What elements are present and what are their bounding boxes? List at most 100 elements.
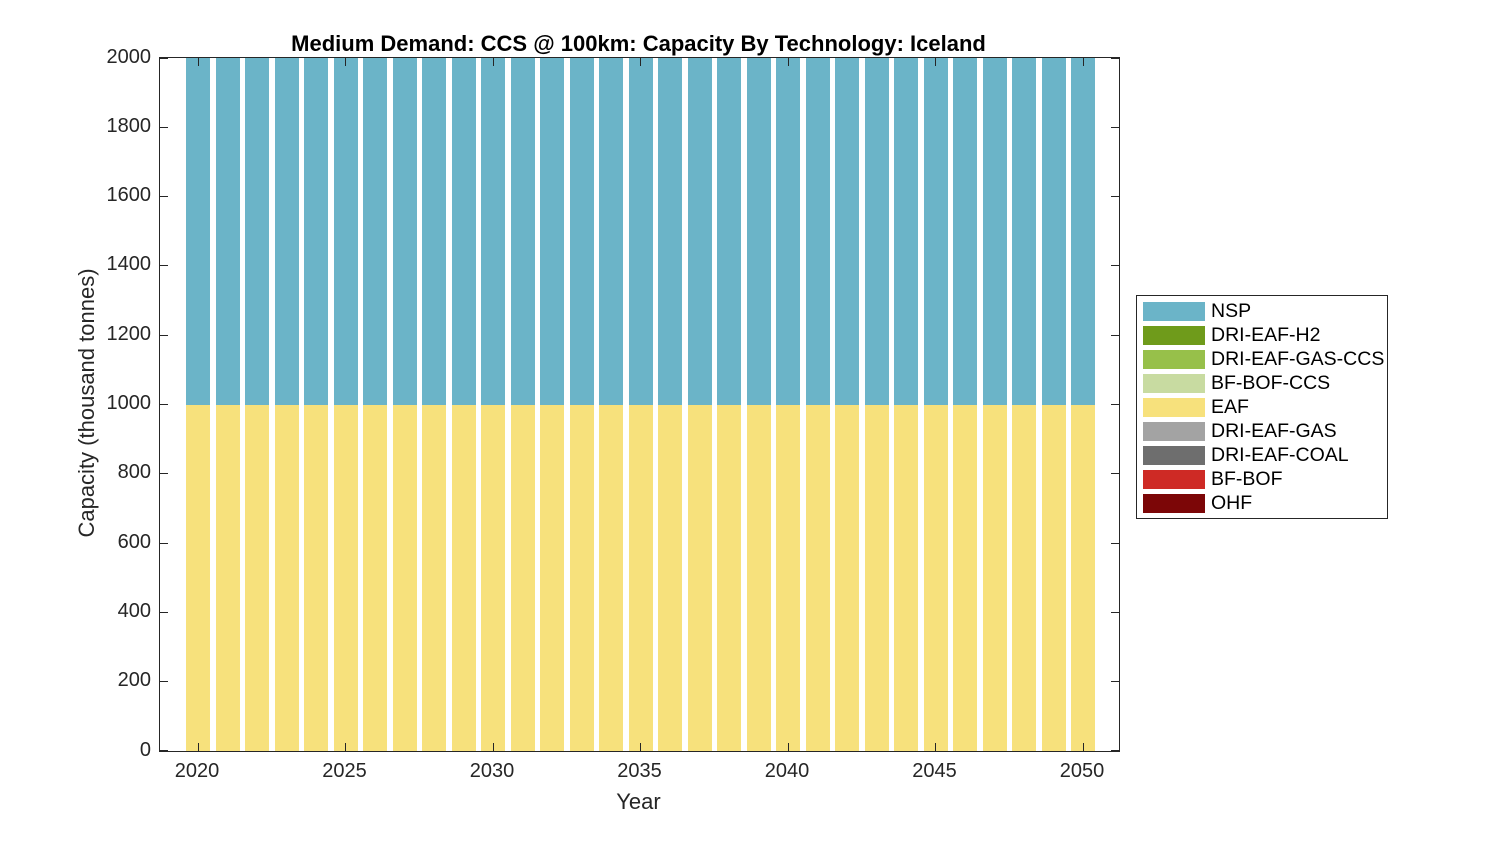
y-tick-label: 1000: [106, 392, 152, 414]
plot-area: [159, 57, 1120, 752]
y-tick-label: 1600: [106, 184, 152, 207]
bar-segment-eaf: [304, 404, 328, 751]
y-tick-label: 200: [117, 669, 151, 692]
y-tick-label: 1400: [106, 253, 152, 276]
tick-mark: [160, 681, 168, 683]
bar-2026: [363, 58, 387, 751]
bar-2029: [451, 58, 476, 751]
tick-mark: [160, 542, 168, 544]
legend-label: BF-BOF: [1211, 467, 1283, 490]
bar-2031: [510, 58, 535, 751]
bar-segment-eaf: [687, 404, 712, 751]
bar-segment-nsp: [864, 58, 889, 405]
bar-segment-nsp: [628, 58, 653, 405]
bar-2023: [274, 58, 299, 751]
legend-swatch: [1143, 301, 1205, 321]
bar-segment-nsp: [982, 58, 1007, 405]
tick-mark: [345, 58, 346, 66]
bar-2048: [1012, 58, 1036, 751]
x-tick-label: 2040: [764, 760, 810, 782]
bar-segment-nsp: [304, 58, 328, 405]
tick-mark: [787, 743, 789, 751]
bar-segment-nsp: [776, 58, 800, 405]
bar-2025: [333, 58, 358, 751]
bar-segment-eaf: [569, 404, 594, 751]
tick-mark: [160, 196, 168, 198]
legend-label: DRI-EAF-H2: [1211, 323, 1321, 346]
legend-label: BF-BOF-CCS: [1211, 371, 1331, 394]
bar-2033: [569, 58, 594, 751]
bar-2047: [982, 58, 1007, 751]
bar-segment-nsp: [363, 58, 387, 405]
y-tick-label: 1200: [106, 322, 152, 345]
bar-segment-nsp: [451, 58, 476, 405]
tick-mark: [1111, 681, 1119, 683]
tick-mark: [935, 743, 936, 751]
bar-segment-eaf: [894, 404, 918, 751]
bar-segment-nsp: [746, 58, 771, 405]
tick-mark: [1082, 743, 1084, 751]
bar-segment-nsp: [923, 58, 948, 405]
bar-2042: [835, 58, 859, 751]
bar-2036: [658, 58, 682, 751]
bar-2038: [717, 58, 741, 751]
tick-mark: [640, 743, 641, 751]
bar-segment-eaf: [392, 404, 417, 751]
tick-mark: [1111, 196, 1119, 198]
bar-segment-eaf: [422, 404, 446, 751]
bar-segment-eaf: [923, 404, 948, 751]
bar-2050: [1071, 58, 1095, 751]
bar-2041: [805, 58, 830, 751]
bar-2049: [1041, 58, 1066, 751]
tick-mark: [1082, 58, 1084, 66]
y-tick-label: 0: [139, 738, 151, 761]
y-tick-label: 2000: [106, 45, 152, 68]
legend-swatch: [1143, 421, 1205, 441]
bar-segment-eaf: [953, 404, 977, 751]
bar-segment-eaf: [333, 404, 358, 751]
bar-2043: [864, 58, 889, 751]
bar-2032: [540, 58, 564, 751]
tick-mark: [345, 743, 346, 751]
y-tick-label: 400: [117, 599, 151, 622]
bar-segment-nsp: [687, 58, 712, 405]
bar-segment-nsp: [569, 58, 594, 405]
x-axis-label: Year: [616, 789, 661, 814]
legend-item-dri-eaf-coal: DRI-EAF-COAL: [1137, 444, 1387, 467]
bar-segment-nsp: [186, 58, 210, 405]
bar-segment-eaf: [864, 404, 889, 751]
bar-2045: [923, 58, 948, 751]
tick-mark: [1111, 542, 1119, 544]
bar-segment-nsp: [481, 58, 505, 405]
bar-segment-nsp: [274, 58, 299, 405]
bar-segment-nsp: [717, 58, 741, 405]
bar-2046: [953, 58, 977, 751]
bar-segment-eaf: [805, 404, 830, 751]
legend-item-dri-eaf-gas: DRI-EAF-GAS: [1137, 420, 1387, 443]
tick-mark: [1111, 750, 1119, 751]
legend-item-bf-bof: BF-BOF: [1137, 468, 1387, 491]
legend: NSP DRI-EAF-H2 DRI-EAF-GAS-CCS BF-BOF-CCS EA…: [1136, 295, 1388, 519]
bar-segment-eaf: [717, 404, 741, 751]
legend-swatch: [1143, 373, 1205, 393]
y-tick-label: 600: [117, 530, 151, 553]
bar-segment-nsp: [392, 58, 417, 405]
tick-mark: [160, 265, 168, 267]
tick-mark: [160, 750, 168, 751]
bar-segment-eaf: [776, 404, 800, 751]
bar-segment-nsp: [333, 58, 358, 405]
tick-mark: [160, 126, 168, 128]
tick-mark: [492, 58, 494, 66]
bar-2021: [215, 58, 240, 751]
bar-segment-eaf: [746, 404, 771, 751]
bar-2035: [628, 58, 653, 751]
bar-2022: [245, 58, 269, 751]
tick-mark: [1111, 473, 1119, 475]
x-tick-label: 2030: [469, 760, 515, 782]
bar-segment-nsp: [422, 58, 446, 405]
legend-swatch: [1143, 469, 1205, 489]
tick-mark: [492, 743, 494, 751]
tick-mark: [197, 743, 199, 751]
legend-label: DRI-EAF-GAS-CCS: [1211, 347, 1385, 370]
bar-segment-eaf: [982, 404, 1007, 751]
